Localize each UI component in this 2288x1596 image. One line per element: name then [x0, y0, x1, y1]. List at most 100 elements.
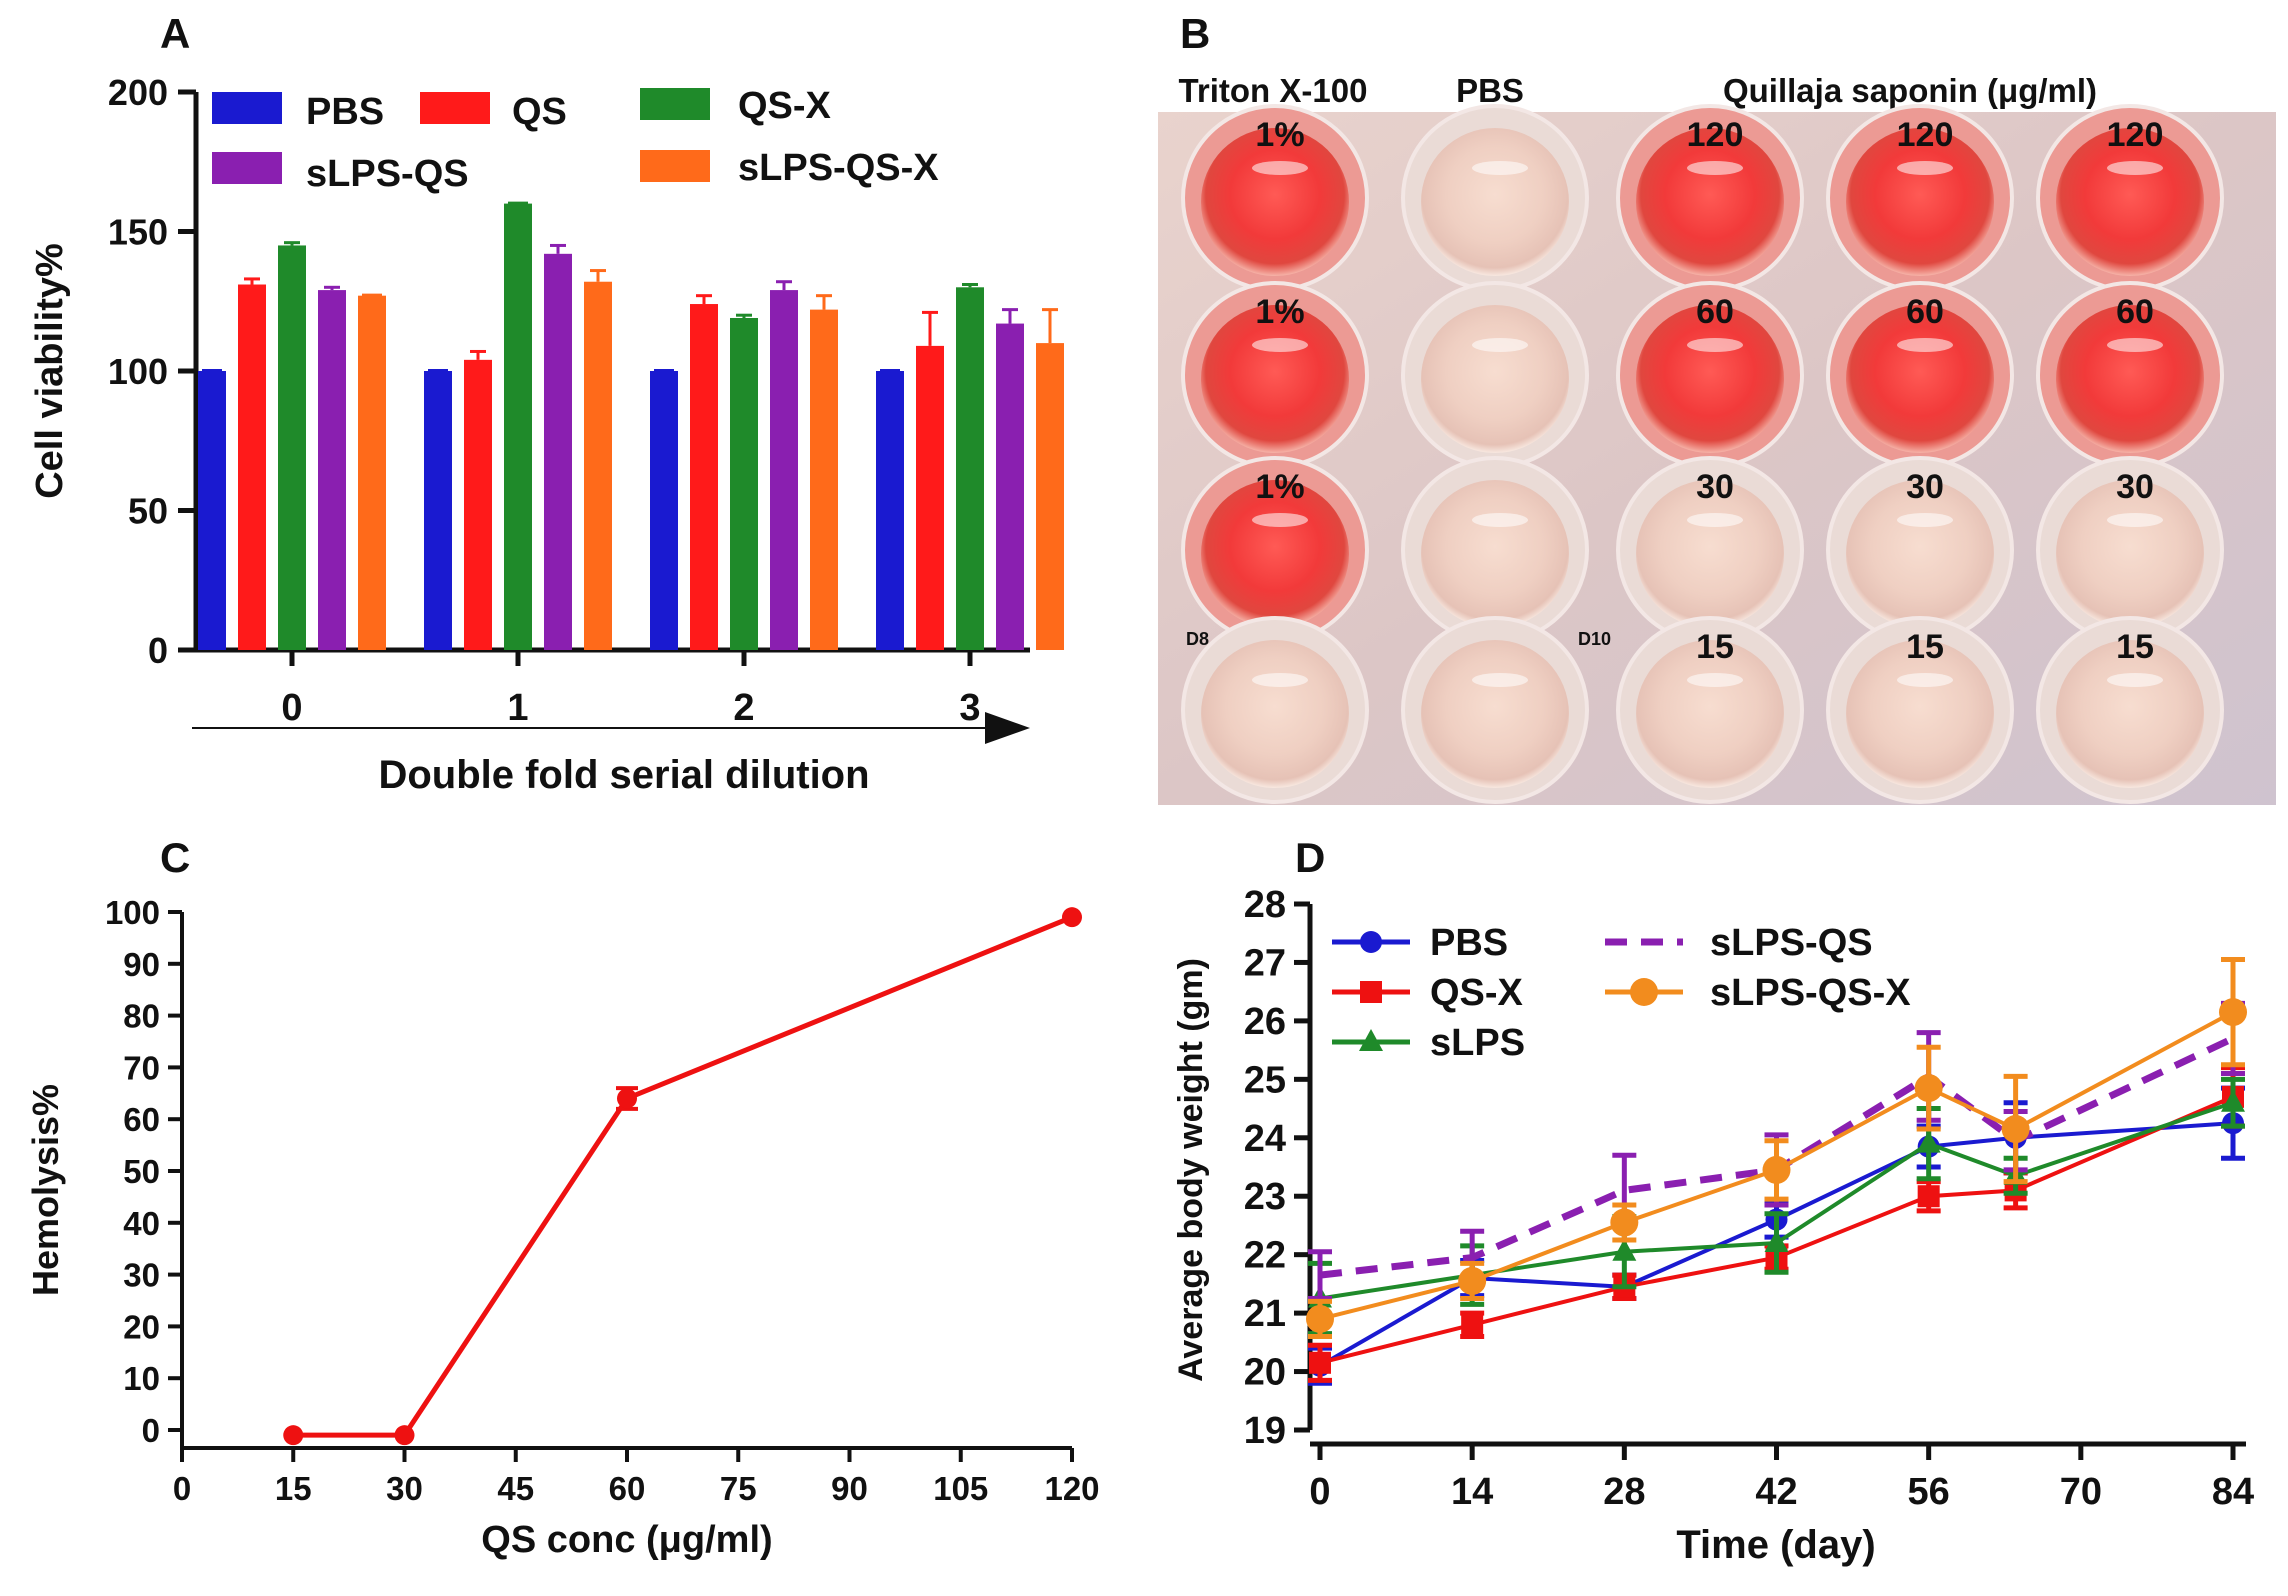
data-point	[1309, 1351, 1331, 1374]
well-label: 1%	[1255, 116, 1304, 154]
well-clear	[1846, 640, 1994, 788]
data-point	[394, 1425, 415, 1446]
x-axis-title: Time (day)	[1676, 1523, 1875, 1567]
y-tick-label: 10	[123, 1360, 160, 1397]
well-highlight	[1897, 161, 1953, 175]
y-tick-label: 26	[1244, 1001, 1286, 1043]
well-clear	[1421, 480, 1569, 628]
panel-label-c: C	[160, 834, 190, 881]
x-tick-label: 14	[1451, 1471, 1493, 1513]
well-highlight	[1472, 338, 1528, 352]
bar	[278, 245, 306, 650]
data-point	[1461, 1313, 1484, 1336]
bar-chart-cell-viability: A 0 50 100 150 200 Cell viability% 0 1 2 3 Double …	[29, 10, 1064, 797]
x-axis-title: QS conc (μg/ml)	[481, 1519, 772, 1561]
x-tick-label: 120	[1044, 1470, 1099, 1507]
well-highlight	[1252, 338, 1308, 352]
panel-label-d: D	[1295, 834, 1325, 881]
legend-label: sLPS-QS	[306, 153, 469, 195]
well-clear	[1201, 640, 1349, 788]
data-point	[1762, 1155, 1791, 1184]
well-clear	[2056, 480, 2204, 628]
panel-label-a: A	[160, 10, 190, 57]
panel-b: B Triton X-100 PBS Quillaja saponin (μg/ml…	[1150, 0, 2288, 820]
legend-swatch	[420, 92, 490, 124]
bar	[424, 371, 452, 650]
well-highlight	[2107, 161, 2163, 175]
well-clear	[1421, 128, 1569, 276]
panel-a: A 0 50 100 150 200 Cell viability% 0 1 2 3 Double …	[0, 0, 1150, 820]
well-highlight	[1687, 673, 1743, 687]
well-highlight	[1252, 673, 1308, 687]
x-tick-label: 1	[507, 687, 528, 729]
bar	[318, 290, 346, 650]
data-point	[1359, 1029, 1383, 1051]
legend-swatch	[212, 152, 282, 184]
data-point	[1630, 978, 1658, 1006]
data-point	[1306, 1304, 1334, 1333]
well-highlight	[2107, 513, 2163, 527]
y-tick-label: 100	[105, 894, 160, 931]
y-tick-label: 0	[142, 1412, 160, 1449]
plate-column-header: Quillaja saponin (μg/ml)	[1723, 72, 2097, 109]
well-label: 15	[1696, 628, 1734, 666]
well-label: 30	[1696, 468, 1734, 506]
well-label: 1%	[1255, 468, 1304, 506]
well-hemolyzed	[1636, 305, 1784, 453]
legend-label: QS	[512, 91, 567, 133]
well-highlight	[1687, 338, 1743, 352]
bar	[198, 371, 226, 650]
plate-marking: D10	[1578, 629, 1611, 649]
x-tick-label: 70	[2060, 1471, 2102, 1513]
well-highlight	[2107, 673, 2163, 687]
bar	[650, 371, 678, 650]
bar	[770, 290, 798, 650]
well-hemolyzed	[2056, 305, 2204, 453]
legend-label: PBS	[306, 91, 384, 133]
well-label: 15	[2116, 628, 2154, 666]
y-tick-label: 50	[128, 491, 168, 532]
y-axis-title: Average body weight (gm)	[1172, 958, 1210, 1382]
data-point	[1917, 1185, 1940, 1208]
well-highlight	[1687, 161, 1743, 175]
y-tick-label: 25	[1244, 1059, 1286, 1101]
x-tick-label: 0	[173, 1470, 191, 1507]
legend-swatch	[640, 150, 710, 182]
well-highlight	[2107, 338, 2163, 352]
y-tick-label: 70	[123, 1049, 160, 1086]
x-tick-label: 0	[1309, 1471, 1330, 1513]
y-tick-label: 28	[1244, 884, 1286, 926]
data-point	[2001, 1115, 2030, 1144]
bar	[956, 287, 984, 650]
legend-label: QS-X	[738, 85, 832, 127]
well-clear	[1421, 305, 1569, 453]
well-hemolyzed	[2056, 128, 2204, 276]
y-axis-title: Cell viability%	[29, 243, 71, 499]
line-chart-hemolysis: C 0 10 20 30 40 50 60 70 80 90 100 0 15 30 45 60 75 90 105…	[25, 834, 1100, 1561]
x-tick-label: 3	[959, 687, 980, 729]
data-point	[1916, 1130, 1941, 1153]
well-clear	[1846, 480, 1994, 628]
y-tick-label: 20	[1244, 1352, 1286, 1394]
panel-c: C 0 10 20 30 40 50 60 70 80 90 100 0 15 30 45 60 75 90 105…	[0, 820, 1150, 1591]
data-point	[1914, 1074, 1943, 1103]
well-label: 60	[1696, 293, 1734, 331]
line-chart-body-weight: D 19 20 21 22 23 24 25 26 27 28 0 14 28 42 56 70 84 Avera…	[1172, 834, 2254, 1567]
legend-label: sLPS	[1430, 1022, 1525, 1064]
y-tick-label: 21	[1244, 1293, 1286, 1335]
data-point	[283, 1425, 304, 1446]
well-hemolyzed	[1846, 305, 1994, 453]
plate-marking: D8	[1186, 629, 1209, 649]
bar	[504, 203, 532, 650]
x-axis-title: Double fold serial dilution	[378, 753, 869, 797]
y-tick-label: 200	[108, 72, 168, 113]
well-highlight	[1472, 161, 1528, 175]
well-label: 15	[1906, 628, 1944, 666]
y-tick-label: 90	[123, 946, 160, 983]
y-tick-label: 150	[108, 212, 168, 253]
well-hemolyzed	[1201, 480, 1349, 628]
data-point	[2221, 1089, 2245, 1112]
well-highlight	[1472, 513, 1528, 527]
well-highlight	[1687, 513, 1743, 527]
bar	[996, 323, 1024, 650]
